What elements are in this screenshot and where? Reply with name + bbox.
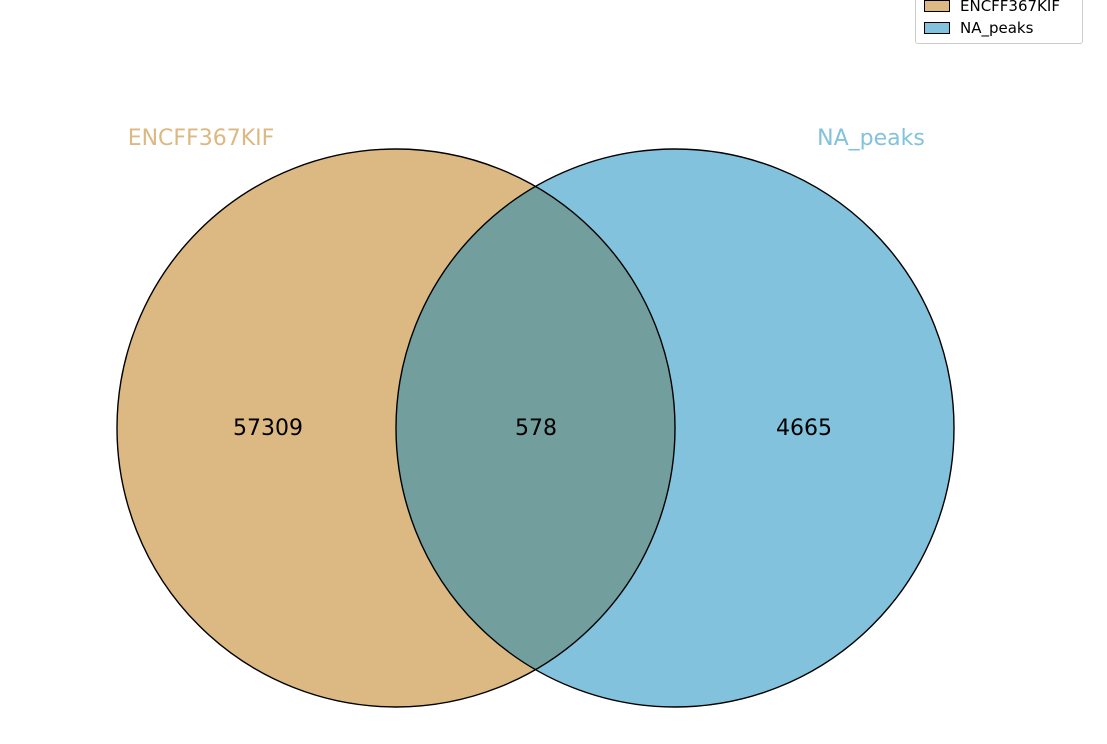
legend: ENCFF367KIF NA_peaks [915,0,1083,44]
legend-item-set-b: NA_peaks [924,17,1074,39]
legend-label-set-a: ENCFF367KIF [960,0,1060,15]
legend-swatch-set-a [924,0,950,12]
set-b-label: NA_peaks [817,126,925,151]
intersection-region [396,149,675,707]
set-b-outline [395,148,955,708]
region-a-only-count: 57309 [233,416,303,441]
set-a-outline [116,148,676,708]
region-b-only-count: 4665 [776,416,832,441]
region-intersection-count: 578 [515,416,557,441]
set-a-label: ENCFF367KIF [128,126,275,151]
legend-item-set-a: ENCFF367KIF [924,0,1074,17]
legend-swatch-set-b [924,22,950,34]
legend-label-set-b: NA_peaks [960,19,1034,37]
